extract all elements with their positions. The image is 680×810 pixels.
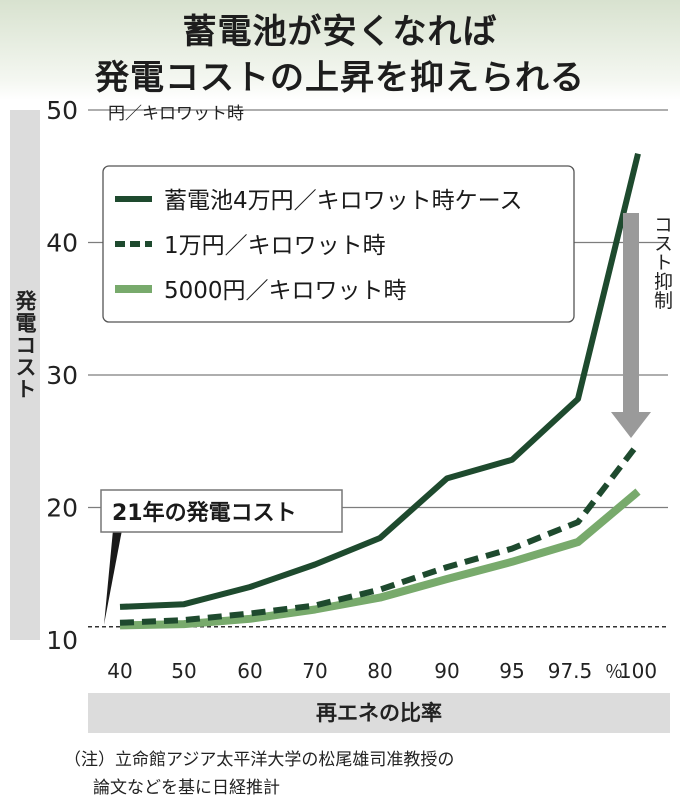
x-tick-label: 100 xyxy=(619,659,657,683)
x-unit-label: ％ xyxy=(605,662,623,683)
x-tick-label: 50 xyxy=(171,659,196,683)
reference-pointer xyxy=(104,530,122,625)
x-tick-labels: 40 50 60 70 80 90 95 97.5 100 xyxy=(107,659,657,683)
series-line-2 xyxy=(119,488,641,630)
x-axis-label: 再エネの比率 xyxy=(316,701,442,725)
cost-suppression-arrow xyxy=(611,213,651,438)
series-line-1 xyxy=(119,442,641,626)
legend-label-1: 1万円／キロワット時 xyxy=(164,233,386,259)
x-tick-label: 60 xyxy=(237,659,262,683)
y-tick-label: 20 xyxy=(46,494,78,523)
chart-title-line-1: 蓄電池が安くなれば xyxy=(182,12,498,52)
legend: 蓄電池4万円／キロワット時ケース 1万円／キロワット時 5000円／キロワット時 xyxy=(102,165,575,323)
x-tick-label: 97.5 xyxy=(548,659,593,683)
legend-label-2: 5000円／キロワット時 xyxy=(164,278,407,304)
y-unit-label: 円／キロワット時 xyxy=(108,104,244,124)
y-tick-label: 30 xyxy=(46,361,78,390)
x-axis-label-band xyxy=(88,693,670,733)
y-axis-label-band xyxy=(10,110,40,640)
series-layer xyxy=(119,152,641,630)
note-line-2: 論文などを基に日経推計 xyxy=(93,778,280,798)
reference-label: 21年の発電コスト xyxy=(112,500,297,526)
title-band xyxy=(0,0,680,100)
x-tick-label: 80 xyxy=(367,659,392,683)
y-tick-label: 40 xyxy=(46,229,78,258)
y-tick-label: 10 xyxy=(46,626,78,655)
y-tick-labels: 10 20 30 40 50 xyxy=(46,96,78,655)
series-line-0 xyxy=(119,152,641,610)
legend-label-0: 蓄電池4万円／キロワット時ケース xyxy=(164,188,522,214)
x-tick-label: 70 xyxy=(302,659,327,683)
y-tick-label: 50 xyxy=(46,96,78,125)
y-axis-label: 発電コスト xyxy=(13,290,37,400)
note-line-1: （注）立命館アジア太平洋大学の松尾雄司准教授の xyxy=(64,750,455,770)
x-tick-label: 90 xyxy=(434,659,459,683)
x-tick-label: 40 xyxy=(107,659,132,683)
x-tick-label: 95 xyxy=(499,659,524,683)
cost-suppression-label: コスト抑制 xyxy=(651,215,673,310)
chart-title-line-2: 発電コストの上昇を抑えられる xyxy=(95,58,585,98)
reference-label-box: 21年の発電コスト xyxy=(100,489,343,533)
